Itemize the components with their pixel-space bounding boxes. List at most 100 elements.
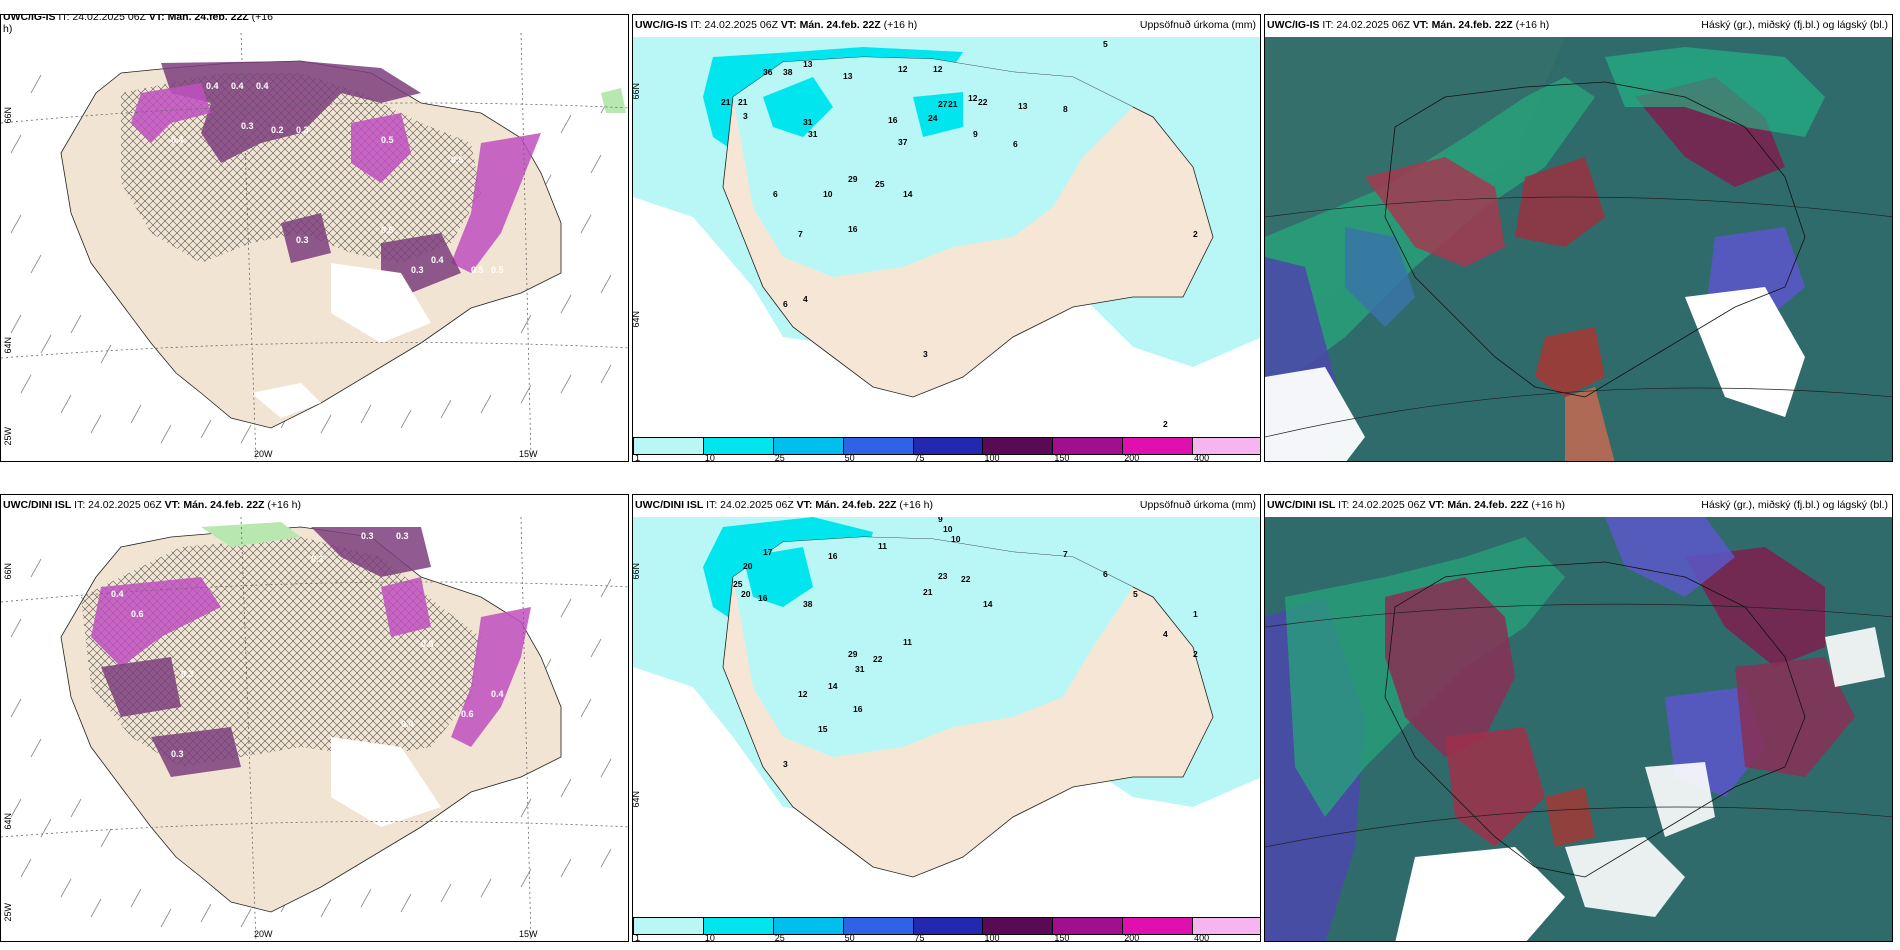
- svg-text:5: 5: [1133, 589, 1138, 599]
- svg-text:0.3: 0.3: [171, 749, 184, 759]
- svg-text:12: 12: [933, 64, 943, 74]
- precip-cyan-4: [913, 92, 963, 137]
- panel-dini-clouds: UWC/DINI ISL IT: 24.02.2025 06Z VT: Mán.…: [1264, 494, 1893, 942]
- precip-cyan-2: [743, 547, 813, 607]
- precip-purple-2: [101, 657, 181, 717]
- precip-value-labels: 16 11 17 20 25 20 16 38 10 10 9 23 21 22…: [733, 517, 1198, 769]
- svg-text:16: 16: [888, 115, 898, 125]
- panel-title: UWC/IG-IS IT: 24.02.2025 06Z VT: Mán. 24…: [3, 14, 273, 35]
- svg-text:0.4: 0.4: [206, 81, 219, 91]
- svg-text:15: 15: [818, 724, 828, 734]
- svg-text:16: 16: [758, 593, 768, 603]
- svg-text:21: 21: [923, 587, 933, 597]
- svg-text:1: 1: [1193, 609, 1198, 619]
- colorbar-tick-label: 1: [635, 453, 641, 462]
- precip-magenta-1: [131, 83, 211, 143]
- precip-over-land: [733, 537, 1133, 757]
- lat-label-66n: 66N: [3, 563, 13, 580]
- colorbar-swatch: [633, 437, 704, 455]
- map-clouds-ig: [1265, 37, 1892, 461]
- precip-purple-3: [151, 727, 241, 777]
- svg-text:0.3: 0.3: [296, 125, 309, 135]
- cloud-blue-1: [1605, 517, 1735, 597]
- panel-ig-accum-precip: UWC/IG-IS IT: 24.02.2025 06Z VT: Mán. 24…: [632, 14, 1261, 462]
- svg-text:14: 14: [983, 599, 993, 609]
- svg-text:14: 14: [903, 189, 913, 199]
- lon-label-20w: 20W: [254, 929, 273, 939]
- svg-text:6: 6: [1013, 139, 1018, 149]
- colorbar-tick-label: 75: [914, 933, 925, 942]
- cloud-red-1: [1365, 157, 1505, 267]
- green-patch: [601, 88, 626, 113]
- svg-text:0.3: 0.3: [411, 265, 424, 275]
- colorbar-swatch: [633, 917, 704, 935]
- lon-label-15w: 15W: [519, 449, 538, 459]
- colorbar-tick-label: 400: [1194, 933, 1210, 942]
- grid-lines: [1, 32, 628, 460]
- svg-text:4: 4: [803, 294, 808, 304]
- precip-purple-north: [161, 61, 421, 163]
- panel-ig-precip-type: UWC/IG-IS IT: 24.02.2025 06Z VT: Mán. 24…: [0, 14, 629, 462]
- svg-text:6: 6: [1103, 569, 1108, 579]
- white-snowfree-1: [331, 737, 441, 827]
- svg-text:6: 6: [773, 189, 778, 199]
- svg-text:0.4: 0.4: [431, 255, 444, 265]
- svg-text:20: 20: [741, 589, 751, 599]
- precip-magenta-3: [351, 113, 411, 183]
- cloud-red-5: [1545, 787, 1595, 847]
- white-snowfree-1: [331, 263, 431, 343]
- svg-text:7: 7: [798, 229, 803, 239]
- colorbar-tick-label: 25: [774, 453, 785, 462]
- svg-text:0.4: 0.4: [401, 719, 414, 729]
- svg-text:2: 2: [1193, 229, 1198, 239]
- svg-text:0.6: 0.6: [131, 609, 144, 619]
- svg-text:38: 38: [783, 67, 793, 77]
- cloud-white-1: [1685, 287, 1805, 417]
- lon-label-25w: 25W: [3, 903, 13, 922]
- svg-text:0.3: 0.3: [311, 554, 324, 564]
- svg-text:0.3: 0.3: [296, 235, 309, 245]
- svg-text:8: 8: [1063, 104, 1068, 114]
- cloud-white-2: [1265, 367, 1365, 461]
- colorbar-tick-label: 50: [844, 453, 855, 462]
- panel-title: UWC/DINI ISL IT: 24.02.2025 06Z VT: Mán.…: [635, 499, 933, 511]
- svg-text:22: 22: [978, 97, 988, 107]
- svg-text:0.4: 0.4: [256, 81, 269, 91]
- svg-text:16: 16: [828, 551, 838, 561]
- panel-right-title: Uppsöfnuð úrkoma (mm): [1139, 499, 1256, 511]
- svg-text:6: 6: [783, 299, 788, 309]
- svg-text:0.2: 0.2: [271, 125, 284, 135]
- svg-text:31: 31: [803, 117, 813, 127]
- svg-text:3: 3: [743, 111, 748, 121]
- cloud-white-2: [1565, 837, 1685, 917]
- lon-label-20w: 20W: [254, 449, 273, 459]
- svg-text:16: 16: [853, 704, 863, 714]
- panel-right-title: Háský (gr.), miðský (fj.bl.) og lágský (…: [1701, 499, 1888, 511]
- colorbar-tick-label: 100: [984, 933, 1000, 942]
- map-accum-precip-dini: 16 11 17 20 25 20 16 38 10 10 9 23 21 22…: [633, 517, 1260, 917]
- svg-text:0.6: 0.6: [461, 709, 474, 719]
- svg-text:21: 21: [721, 97, 731, 107]
- svg-text:12: 12: [898, 64, 908, 74]
- lat-label-66n: 66N: [632, 83, 641, 100]
- lon-label-15w: 15W: [519, 929, 538, 939]
- svg-text:4: 4: [1163, 629, 1168, 639]
- svg-text:13: 13: [1018, 101, 1028, 111]
- cloud-red-3: [1685, 547, 1825, 667]
- svg-text:25: 25: [875, 179, 885, 189]
- svg-text:16: 16: [848, 224, 858, 234]
- svg-text:22: 22: [961, 574, 971, 584]
- precip-magenta-2: [451, 607, 531, 747]
- svg-text:36: 36: [763, 67, 773, 77]
- cloud-red-4: [1735, 657, 1855, 777]
- svg-text:0.3: 0.3: [181, 669, 194, 679]
- svg-text:2: 2: [1163, 419, 1168, 429]
- green-patch-north: [201, 522, 301, 547]
- svg-text:23: 23: [938, 571, 948, 581]
- iceland-coastline: [1384, 81, 1806, 398]
- lat-label-66n: 66N: [632, 563, 641, 580]
- cloud-white-3: [1645, 762, 1715, 837]
- svg-text:10: 10: [943, 524, 953, 534]
- svg-text:37: 37: [898, 137, 908, 147]
- colorbar-tick-label: 1: [635, 933, 641, 942]
